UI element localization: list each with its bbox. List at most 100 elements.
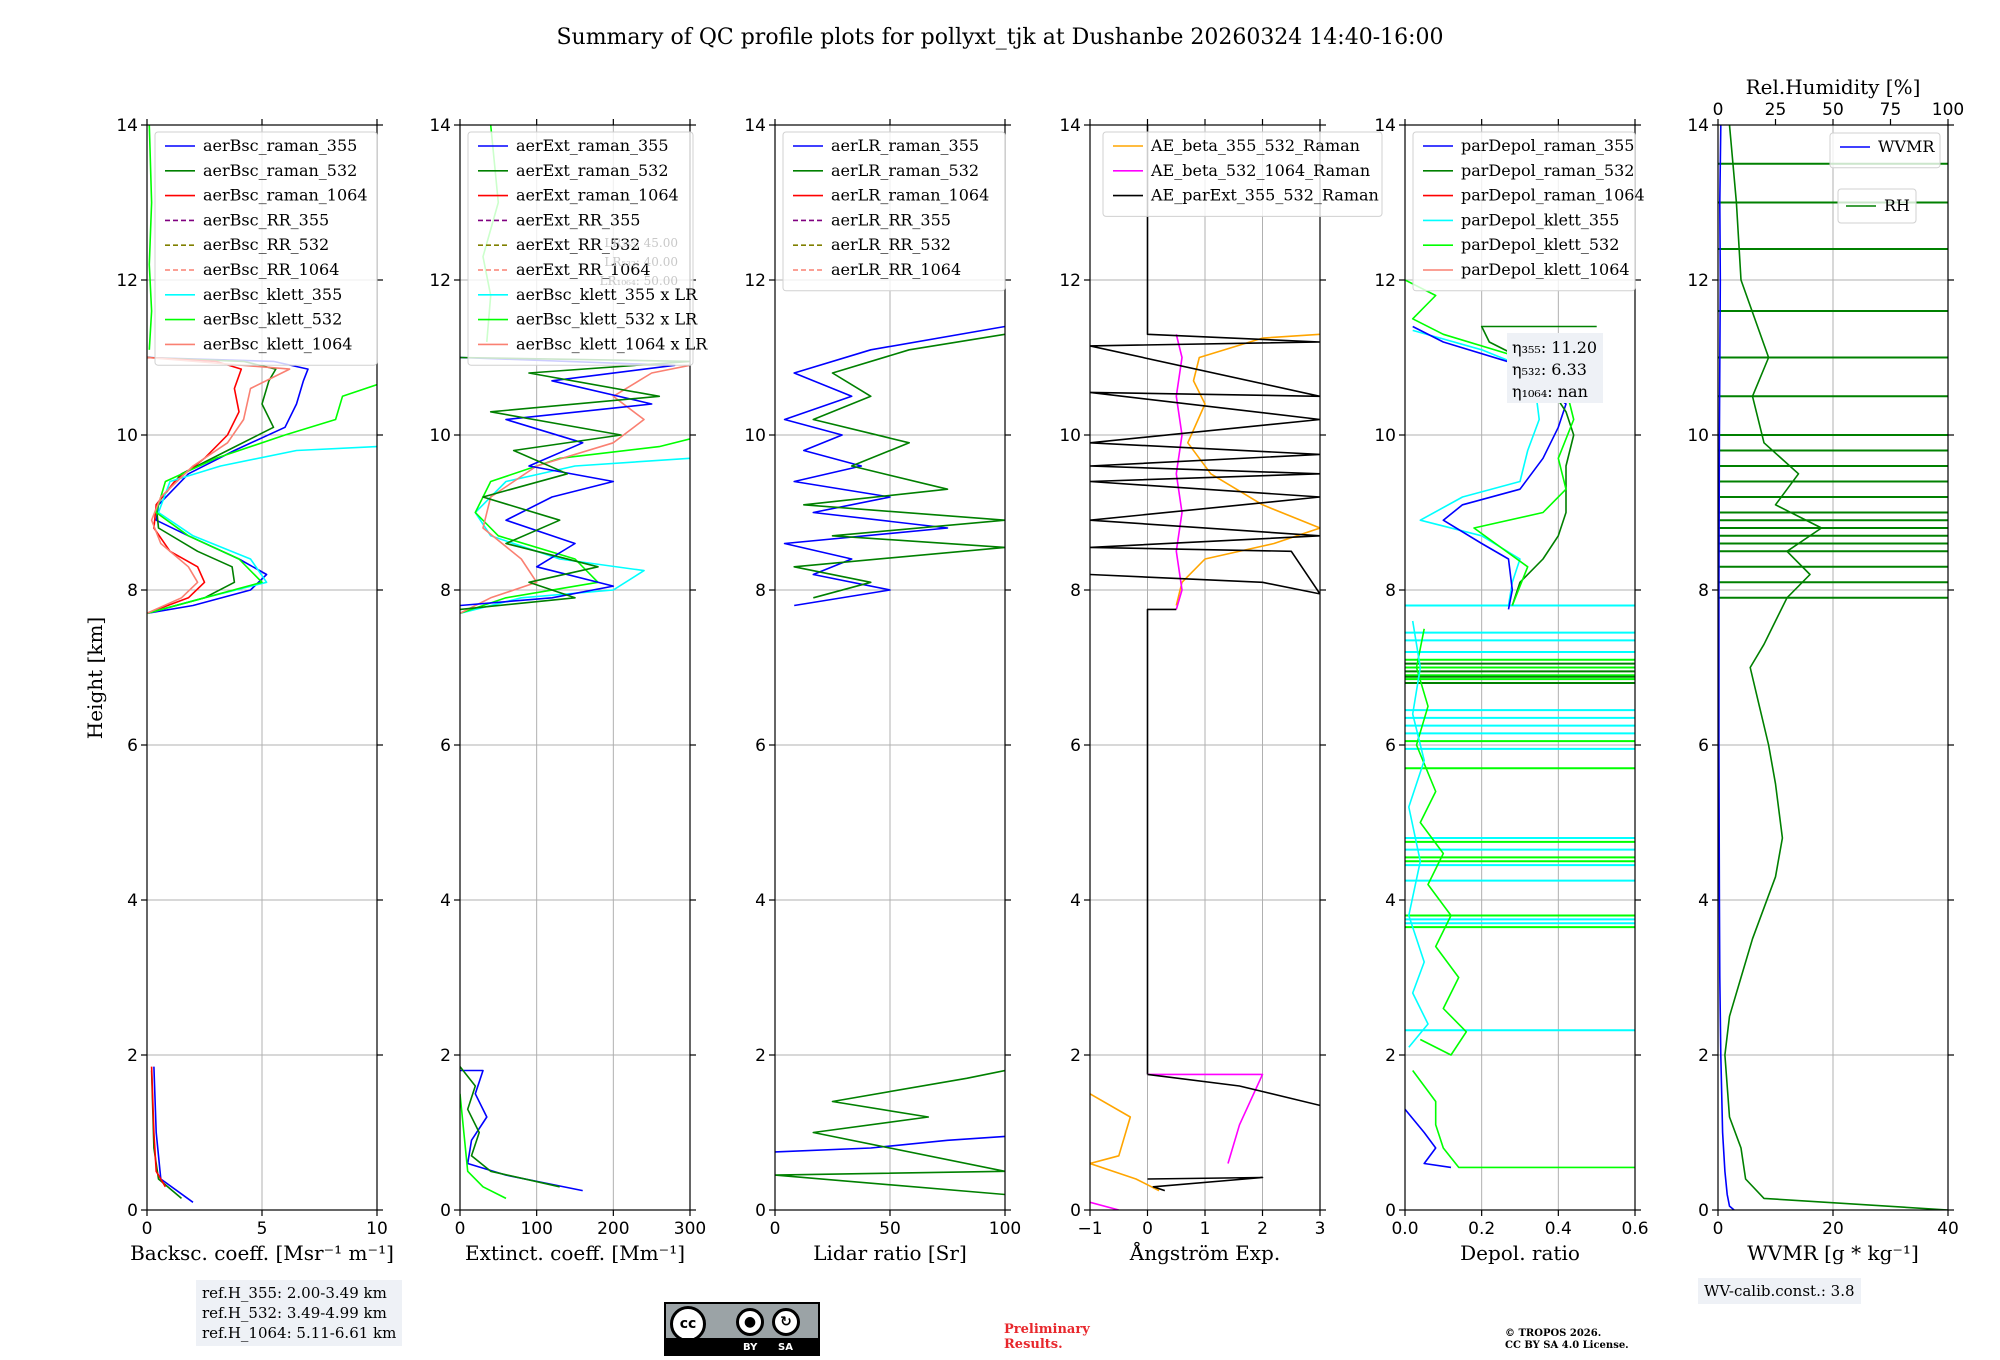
share-alike-icon: ↻ [772,1308,800,1336]
series-aerbsc-klett-532-high [148,125,153,350]
y-tick-label: 0 [127,1201,138,1221]
y-tick-label: 8 [755,581,766,601]
series-aerext-raman-532-near [460,1066,560,1188]
axes-frame [774,124,1006,1211]
y-tick-label: 14 [1374,116,1396,136]
legend-entry: aerBsc_klett_355 [203,285,342,304]
y-tick-label: 10 [116,426,138,446]
series-aerbsc-klett-1064 [147,356,291,615]
legend-entry: aerBsc_klett_532 [203,310,342,329]
legend-box [1829,132,1941,169]
y-tick-label: 2 [127,1046,138,1066]
y-tick-label: 4 [755,891,766,911]
series-ae-beta-355-532-raman [1175,333,1320,606]
y-tick-label: 10 [1374,426,1396,446]
legend-entry: aerLR_RR_355 [831,210,951,229]
series-ae-beta-532-1064-raman [1175,334,1183,610]
x-tick-label: 0 [142,1219,153,1239]
lidar-ratio-note: LR₅₃₂: 40.00 [604,255,678,269]
x-tick-label: 5 [257,1219,268,1239]
y-tick-label: 6 [1385,736,1396,756]
y-tick-label: 6 [127,736,138,756]
y-tick-label: 8 [1698,581,1709,601]
series-ae-beta-532-1064-raman-near [1090,1201,1120,1210]
y-tick-label: 10 [1059,426,1081,446]
legend: AE_beta_355_532_Raman AE_beta_532_1064_Ra… [1102,131,1383,217]
legend: aerBsc_raman_355 aerBsc_raman_532 aerBsc_r… [154,131,378,366]
x-tick-label: 100 [520,1219,552,1239]
x-tick-label: 10 [366,1219,388,1239]
x-tick-label: 0.2 [1468,1219,1495,1239]
legend-entry: aerExt_RR_355 [516,210,640,229]
y-tick-label: 12 [429,271,451,291]
legend-entry: aerLR_raman_532 [831,161,979,180]
legend-entry: aerExt_raman_1064 [516,186,679,205]
y-tick-label: 8 [440,581,451,601]
legend-entry: aerLR_raman_355 [831,136,979,155]
x-axis-label: WVMR [g * kg⁻¹] [1747,1241,1919,1265]
x2-tick-label: 75 [1880,100,1902,120]
legend-entry: AE_beta_532_1064_Raman [1150,161,1370,180]
x2-tick-label: 25 [1765,100,1787,120]
series-aerbsc-raman-355 [147,356,309,615]
series-aerext-raman-355 [460,356,676,607]
series-aerlr-raman-355 [783,325,1005,607]
x-axis-label: Lidar ratio [Sr] [813,1241,967,1265]
eta-box [1507,333,1603,403]
y-tick-label: 6 [755,736,766,756]
figure-title: Summary of QC profile plots for pollyxt_… [556,25,1443,50]
y-tick-label: 6 [1698,736,1709,756]
legend-entry: parDepol_raman_532 [1461,161,1634,180]
legend-entry: parDepol_klett_1064 [1461,260,1630,279]
x-tick-label: 3 [1315,1219,1326,1239]
cc-badge-bar [666,1338,818,1354]
legend-entry: aerLR_RR_532 [831,235,951,254]
y-tick-label: 14 [1687,116,1709,136]
legend-entry: aerBsc_raman_1064 [203,186,368,205]
legend: WVMR RH [1829,132,1941,224]
x2-tick-label: 0 [1713,100,1724,120]
attribution-icon: ● [736,1308,764,1336]
panel-5: 0 2 4 6 8 10 12 14 0.0 0.2 0.4 0.6 Depol. ratio parDe… [1374,116,1648,1265]
legend-entry: aerExt_RR_532 [516,235,640,254]
y-tick-label: 8 [127,581,138,601]
legend-entry: aerExt_raman_355 [516,136,669,155]
legend-entry: parDepol_klett_532 [1461,235,1619,254]
y-tick-label: 4 [1698,891,1709,911]
x-axis-label: Backsc. coeff. [Msr⁻¹ m⁻¹] [130,1241,394,1265]
series-pardepol-klett-355-mid [1408,620,1429,1048]
legend-entry: aerExt_raman_532 [516,161,669,180]
x-tick-label: 0 [455,1219,466,1239]
wv-calibration-box: WV-calib.const.: 3.8 [1698,1278,1861,1304]
legend-entry: aerBsc_klett_355 x LR [516,285,698,304]
y-tick-label: 12 [1059,271,1081,291]
x2-tick-label: 100 [1932,100,1964,120]
x-tick-label: 0.4 [1545,1219,1572,1239]
legend-box [467,131,694,366]
legend: aerLR_raman_355 aerLR_raman_532 aerLR_rama… [782,131,1006,292]
series-aerbsc-klett-near [460,1093,507,1200]
y-axis-label: Height [km] [83,617,107,739]
y-tick-label: 12 [744,271,766,291]
series-ae-beta-532-1064-raman-near2 [1147,1073,1264,1164]
legend-entry: aerBsc_RR_355 [203,210,329,229]
legend-entry: aerLR_raman_1064 [831,186,989,205]
x-axis-label: Depol. ratio [1460,1241,1580,1265]
y-tick-label: 4 [127,891,138,911]
legend2-entry: RH [1884,196,1910,215]
y-tick-label: 10 [1687,426,1709,446]
cc-license-badge[interactable]: cc ● ↻ BY SA [664,1302,820,1356]
data-layer [147,125,377,1203]
legend-entry: aerBsc_klett_1064 [203,334,352,353]
reference-height-box: ref.H_355: 2.00-3.49 km ref.H_532: 3.49-… [196,1280,403,1346]
y-tick-label: 14 [744,116,766,136]
series-aerbsc-raman-355-near [153,1066,194,1203]
x-tick-label: 200 [597,1219,629,1239]
series-aerlr-raman-532-near [775,1069,1005,1196]
copyright-line-1: © TROPOS 2026. [1505,1328,1602,1339]
series-pardepol-klett-532 [1405,279,1575,606]
y-tick-label: 8 [1385,581,1396,601]
y-tick-label: 12 [1687,271,1709,291]
cc-logo-icon: cc [670,1306,706,1342]
